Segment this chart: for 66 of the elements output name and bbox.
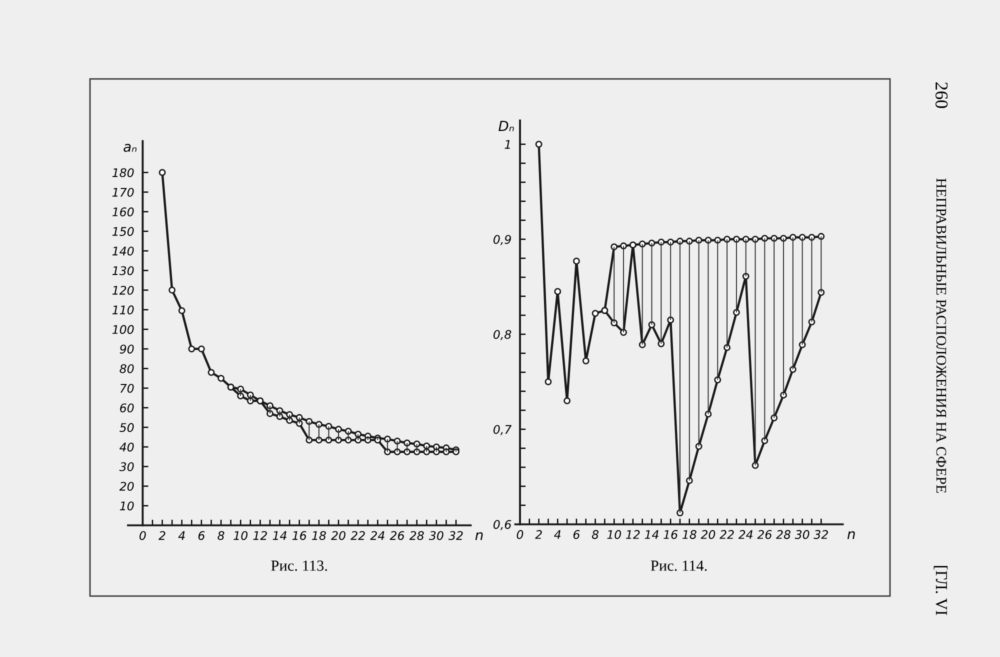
y-tick-label: 60 (120, 403, 134, 412)
x-tick-label: 30 (794, 530, 810, 539)
y-tick-label: 0,6 (493, 520, 512, 530)
text: 260 (935, 82, 948, 108)
x-tick-label: 28 (409, 531, 424, 540)
y-axis-title: Dₙ (498, 120, 514, 132)
x-tick-label: 32 (448, 531, 463, 540)
x-tick-label: 8 (592, 530, 599, 539)
x-tick-label: 20 (331, 531, 346, 540)
y-tick-label: 40 (120, 442, 134, 452)
y-tick-label: 90 (120, 344, 134, 354)
x-tick-label: 10 (607, 530, 622, 539)
y-tick-label: 100 (112, 325, 134, 334)
text: Рис. 114. (650, 560, 707, 571)
y-tick-label: 160 (112, 207, 134, 216)
x-tick-label: 26 (390, 531, 404, 540)
y-tick-label: 80 (120, 364, 134, 374)
y-tick-label: 180 (112, 168, 134, 178)
x-tick-label: 16 (664, 530, 678, 539)
x-tick-label: 32 (814, 530, 828, 539)
text: НЕПРАВИЛЬНЫЕ РАСПОЛОЖЕНИЯ НА СФЕРЕ (936, 178, 946, 493)
x-tick-label: 8 (218, 531, 224, 540)
x-tick-label: 16 (292, 531, 306, 540)
y-tick-label: 1 (504, 140, 510, 149)
x-tick-label: 26 (757, 530, 772, 539)
x-axis-title: n (475, 532, 483, 540)
x-tick-label: 18 (682, 530, 696, 539)
y-tick-label: 30 (119, 462, 134, 472)
y-tick-label: 120 (112, 286, 134, 295)
y-tick-label: 110 (112, 305, 134, 314)
x-tick-label: 18 (312, 531, 326, 540)
x-tick-label: 2 (158, 531, 166, 540)
y-axis-title: aₙ (124, 144, 137, 152)
text: Рис. 113. (271, 560, 327, 571)
y-tick-label: 70 (120, 384, 134, 393)
x-tick-label: 22 (720, 530, 734, 539)
x-tick-label: 14 (272, 531, 286, 540)
x-tick-label: 24 (370, 531, 384, 540)
x-tick-label: 20 (700, 530, 716, 539)
x-tick-label: 30 (428, 531, 444, 540)
y-tick-label: 140 (112, 246, 134, 256)
x-tick-label: 14 (644, 530, 658, 539)
x-tick-label: 12 (626, 530, 640, 539)
y-tick-label: 170 (112, 188, 134, 197)
x-tick-label: 22 (350, 531, 365, 540)
x-tick-label: 6 (198, 531, 205, 540)
x-tick-label: 28 (776, 530, 791, 539)
x-tick-label: 10 (234, 531, 248, 540)
y-tick-label: 0,8 (493, 330, 512, 340)
x-tick-label: 4 (554, 530, 561, 539)
x-tick-label: 2 (535, 530, 542, 539)
x-tick-label: 4 (178, 531, 185, 540)
y-tick-label: 150 (112, 227, 134, 236)
y-tick-label: 0,9 (493, 234, 511, 246)
text: [ГЛ. VI (934, 566, 948, 616)
x-tick-label: 24 (738, 530, 753, 539)
x-axis-title: n (847, 531, 855, 540)
x-tick-label: 6 (573, 530, 580, 539)
x-tick-label: 0 (140, 531, 146, 540)
x-tick-label: 0 (516, 530, 524, 539)
y-tick-label: 20 (119, 482, 134, 491)
y-tick-label: 10 (120, 501, 134, 510)
y-tick-label: 0,7 (493, 425, 512, 436)
y-tick-label: 130 (112, 266, 134, 276)
y-tick-label: 50 (120, 423, 134, 432)
x-tick-label: 12 (253, 531, 267, 540)
